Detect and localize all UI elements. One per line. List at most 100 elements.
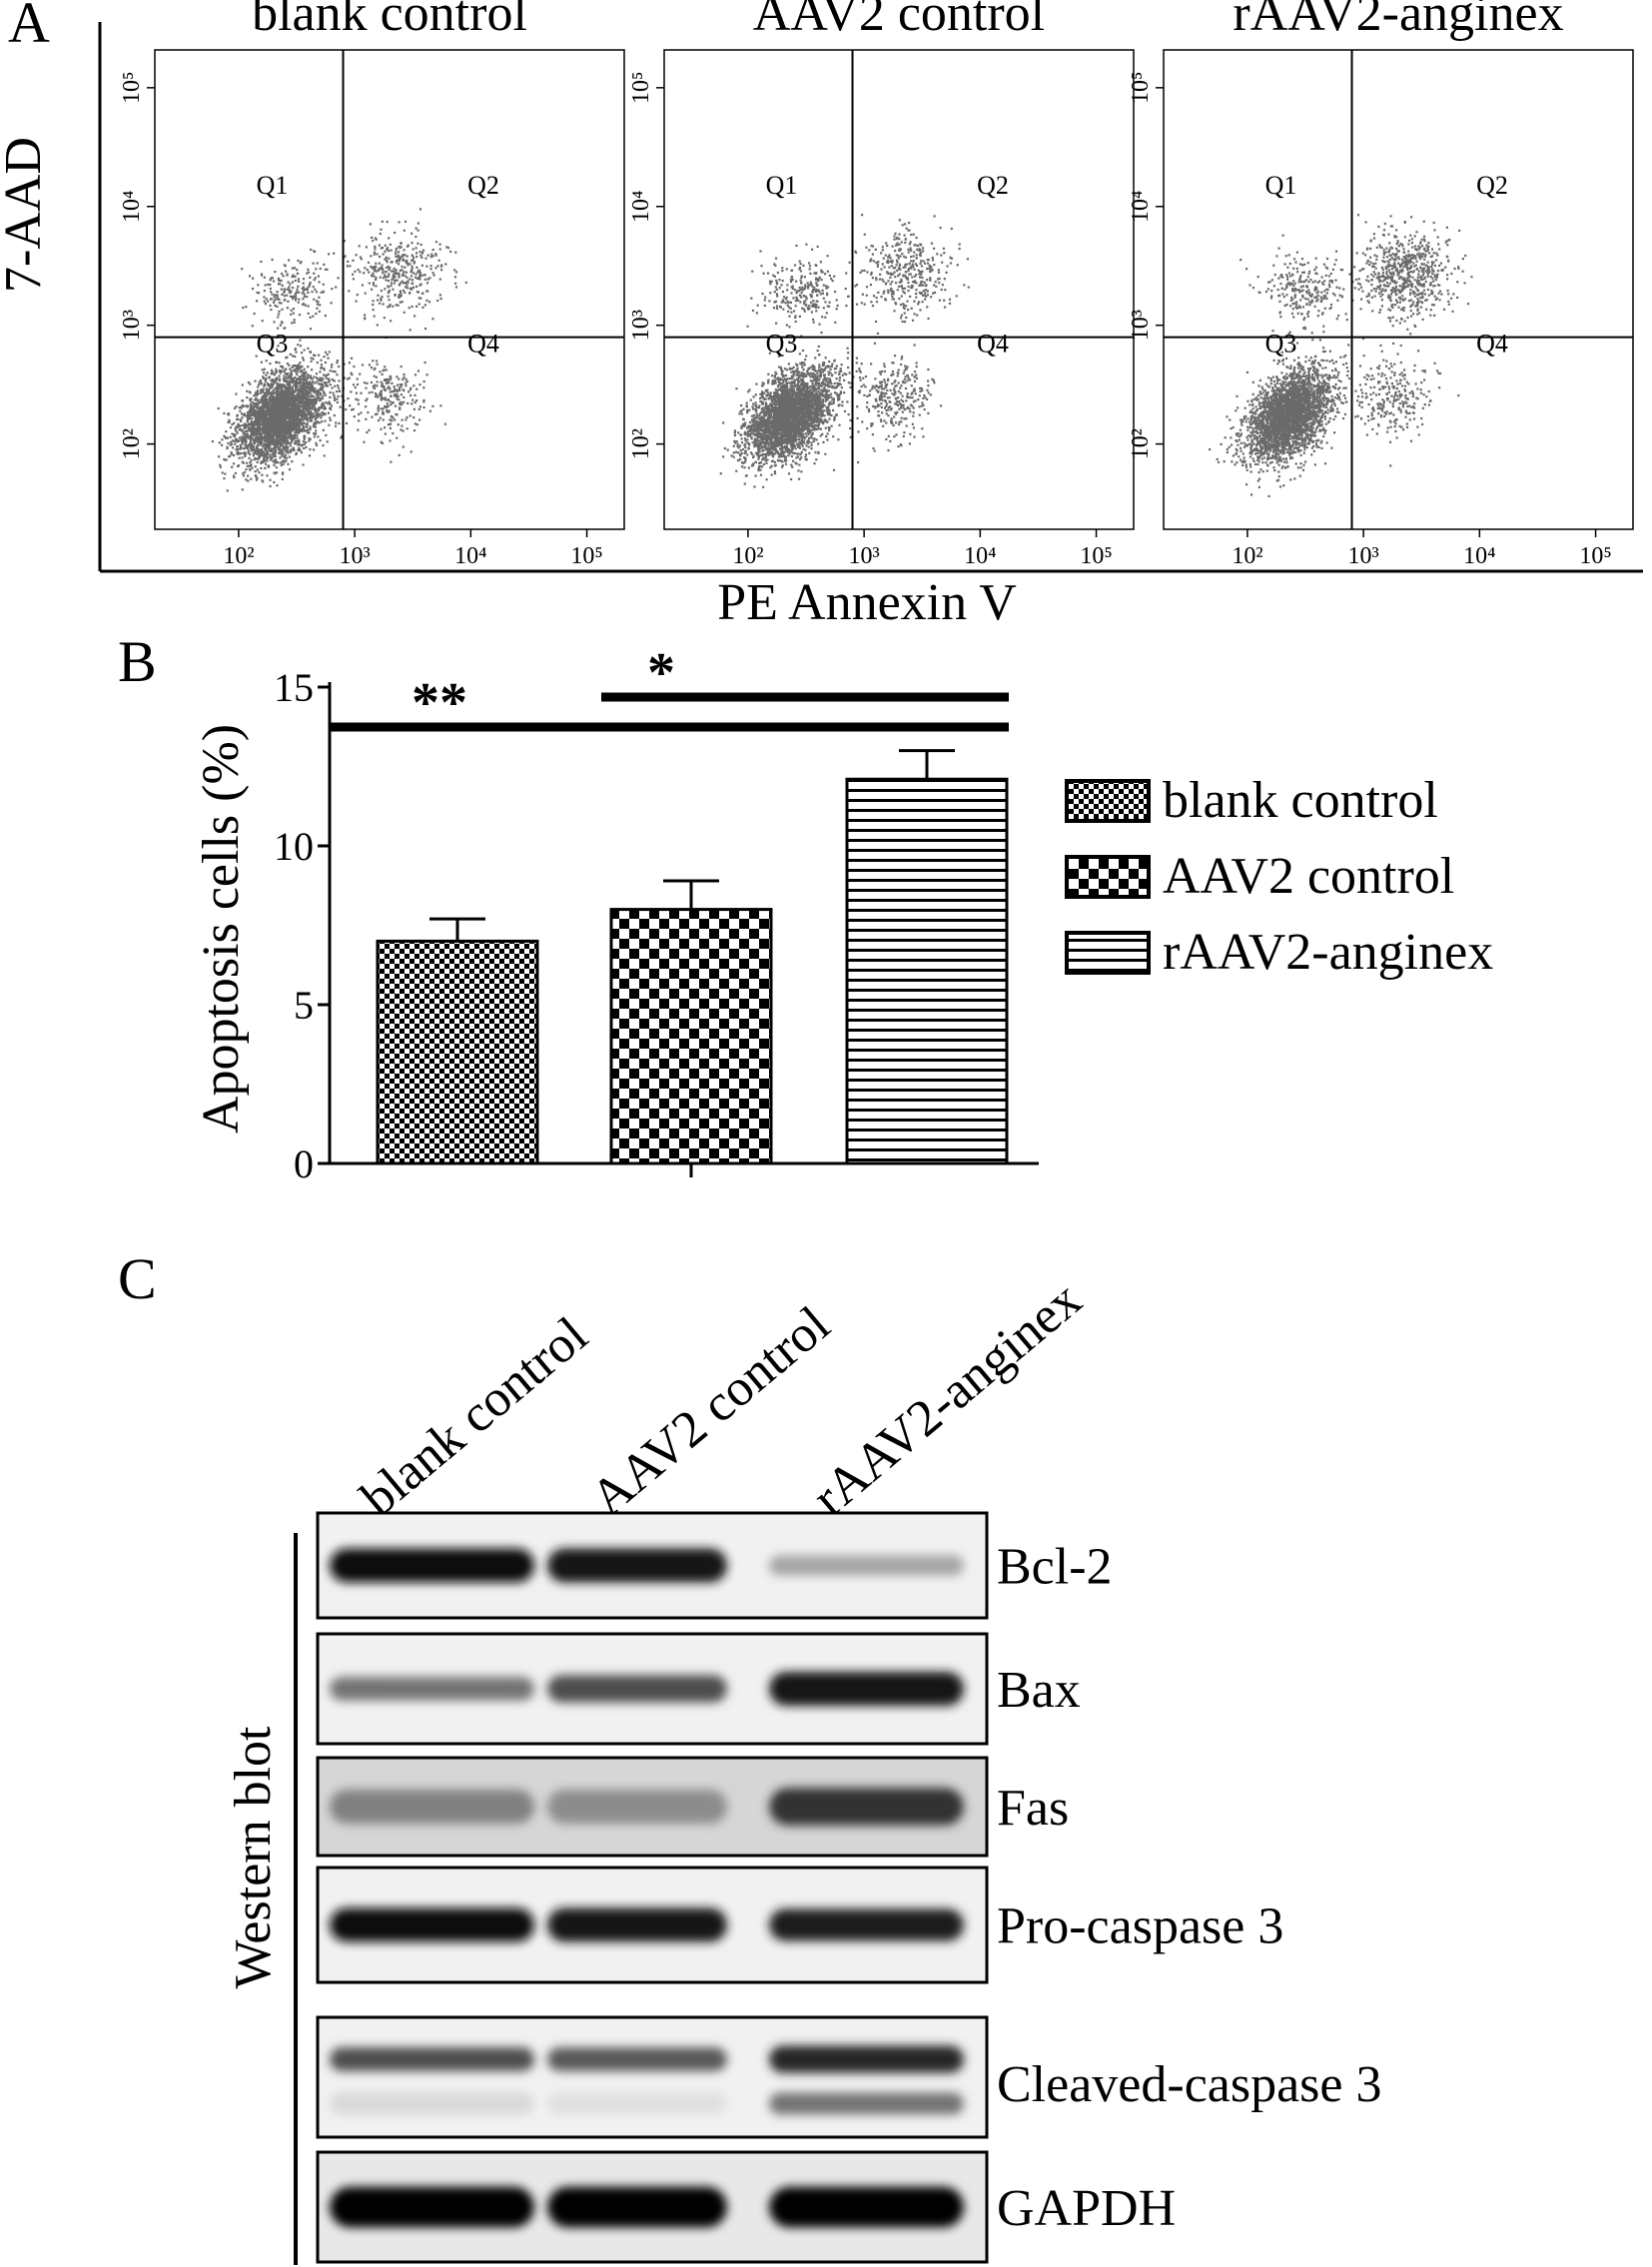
flow-dot	[271, 413, 275, 416]
flow-dot	[286, 430, 289, 433]
flow-dot	[315, 313, 318, 316]
flow-dot	[291, 281, 294, 284]
flow-dot	[822, 398, 825, 401]
flow-dot	[268, 465, 271, 468]
flow-dot	[386, 221, 389, 224]
flow-dot	[310, 357, 313, 360]
flow-dot	[299, 419, 302, 422]
flow-dot	[395, 250, 398, 253]
flow-dot	[267, 283, 270, 286]
flow-dot	[454, 271, 458, 274]
flow-dot	[272, 450, 275, 453]
flow-dot	[814, 386, 817, 389]
flow-dot	[297, 448, 300, 451]
flow-dot	[297, 408, 300, 411]
flow-dot	[316, 416, 319, 419]
flow-dot	[351, 408, 354, 411]
flow-dot	[295, 406, 298, 409]
flow-dot	[246, 389, 249, 392]
flow-dot	[276, 384, 279, 387]
flow-dot	[272, 455, 275, 458]
flow-dot	[284, 422, 287, 425]
flow-dot	[400, 292, 403, 295]
flow-dot	[376, 380, 379, 383]
flow-dot	[367, 261, 371, 264]
flow-dot	[327, 411, 330, 414]
y-tick-label: 10⁵	[119, 72, 145, 104]
flow-dot	[287, 451, 290, 454]
flow-dot	[270, 291, 273, 294]
flow-dot	[378, 393, 381, 396]
flow-dot	[279, 443, 282, 446]
flow-dot	[375, 360, 379, 363]
flow-dot	[261, 320, 264, 323]
flow-dot	[239, 428, 243, 431]
flow-dot	[322, 283, 325, 286]
flow-dot	[263, 443, 266, 446]
flow-dot	[739, 457, 742, 460]
flow-dot	[314, 397, 317, 400]
flow-dot	[317, 415, 320, 418]
flow-dot	[410, 275, 413, 278]
flow-dot	[389, 304, 392, 307]
flow-dot	[291, 276, 294, 279]
flow-dot	[281, 421, 284, 424]
flow-dot	[276, 484, 279, 487]
flow-dot	[298, 441, 301, 444]
flow-dot	[314, 422, 318, 425]
flow-dot	[379, 255, 382, 259]
flow-dot	[313, 398, 316, 401]
flow-dot	[414, 227, 417, 230]
flow-dot	[281, 472, 285, 475]
flow-dot	[272, 373, 275, 376]
flow-dot	[297, 278, 300, 281]
flow-dot	[261, 400, 264, 403]
flow-dot	[280, 432, 283, 436]
flow-dot	[297, 344, 300, 347]
flow-dot	[401, 382, 404, 386]
flow-dot	[272, 447, 275, 450]
flow-dot	[755, 406, 758, 409]
flow-dot	[321, 382, 324, 385]
flow-dot	[415, 305, 418, 308]
x-tick-label: 10⁴	[454, 543, 486, 569]
flow-dot	[305, 385, 308, 388]
flow-dot	[292, 378, 295, 380]
flow-dot	[357, 398, 360, 401]
flow-dot	[277, 316, 280, 319]
flow-dot	[270, 379, 273, 382]
flow-dot	[263, 421, 266, 424]
flow-dot	[306, 408, 309, 411]
flow-dot	[255, 423, 258, 426]
flow-dot	[307, 305, 310, 308]
flow-dot	[255, 478, 258, 481]
flow-dot	[285, 397, 288, 400]
flow-dot	[411, 267, 413, 271]
flow-dot	[255, 427, 258, 430]
flow-dot	[225, 436, 228, 439]
flow-dot	[315, 399, 318, 402]
flow-dot	[306, 431, 309, 434]
flow-dot	[277, 403, 280, 407]
flow-dot	[298, 438, 301, 441]
flow-dot	[241, 383, 244, 386]
flow-dot	[400, 393, 403, 396]
flow-dot	[416, 271, 419, 274]
flow-dot	[343, 377, 347, 379]
flow-dot	[285, 459, 288, 462]
flow-dot	[397, 256, 400, 259]
flow-dot	[356, 382, 360, 386]
flow-dot	[819, 412, 822, 415]
flow-dot	[384, 288, 387, 291]
flow-dot	[252, 407, 255, 410]
flow-dot	[270, 429, 273, 432]
flow-dot	[249, 397, 252, 401]
flow-dot	[361, 284, 364, 287]
flow-dot	[319, 406, 323, 409]
flow-dot	[281, 284, 284, 287]
flow-dot	[762, 462, 765, 466]
flow-dot	[360, 258, 363, 261]
flow-dot	[323, 374, 326, 377]
flow-dot	[272, 443, 275, 446]
flow-dot	[232, 462, 236, 465]
